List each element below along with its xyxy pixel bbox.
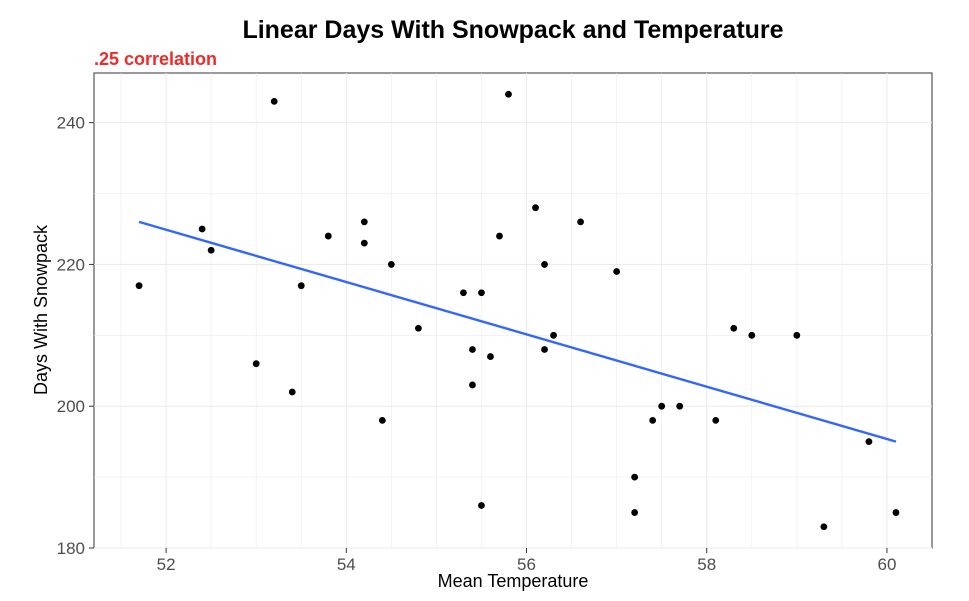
data-point <box>505 90 512 98</box>
data-point <box>550 331 557 339</box>
data-point <box>469 381 476 389</box>
y-axis-title: Days With Snowpack <box>31 224 51 395</box>
data-point <box>288 388 296 396</box>
data-point <box>541 346 548 353</box>
data-point <box>631 509 639 516</box>
y-axis-ticks: 180 200 220 240 <box>57 114 94 558</box>
data-point <box>297 282 305 290</box>
x-tick-label: 54 <box>337 555 356 574</box>
data-point <box>378 416 386 424</box>
data-point <box>496 232 503 240</box>
data-point <box>541 261 548 268</box>
x-tick-label: 52 <box>157 555 176 574</box>
data-point <box>360 239 368 247</box>
data-point <box>658 402 666 410</box>
data-point <box>252 360 260 368</box>
y-tick-label: 180 <box>57 539 85 558</box>
data-point <box>478 289 485 297</box>
x-tick-label: 56 <box>517 555 536 574</box>
data-point <box>270 97 278 105</box>
data-point <box>324 232 332 240</box>
data-point <box>414 324 422 332</box>
x-tick-label: 58 <box>697 555 716 574</box>
data-points <box>135 90 900 531</box>
trendline <box>138 220 897 443</box>
data-point <box>478 502 485 509</box>
data-point <box>207 246 215 254</box>
data-point <box>730 324 738 332</box>
data-point <box>460 289 467 297</box>
data-point <box>820 523 828 531</box>
data-point <box>631 473 639 481</box>
data-point <box>487 353 494 360</box>
data-point <box>135 282 143 290</box>
data-point <box>577 218 584 226</box>
chart-title: Linear Days With Snowpack and Temperatur… <box>242 16 784 44</box>
chart-subtitle: .25 correlation <box>94 49 218 69</box>
trendline-group <box>138 220 897 443</box>
data-point <box>198 225 206 233</box>
y-tick-label: 220 <box>57 255 85 274</box>
data-point <box>712 416 720 424</box>
data-point <box>360 218 368 226</box>
y-tick-label: 200 <box>57 397 85 416</box>
data-point <box>793 331 801 339</box>
data-point <box>748 331 756 339</box>
data-point <box>532 204 539 212</box>
y-tick-label: 240 <box>57 114 85 133</box>
x-tick-label: 60 <box>877 555 896 574</box>
data-point <box>865 438 873 446</box>
plot-panel <box>93 72 933 549</box>
data-point <box>892 509 900 516</box>
grid-lines <box>94 73 932 549</box>
x-axis-title: Mean Temperature <box>438 571 589 591</box>
data-point <box>469 346 476 353</box>
x-axis-ticks: 52 54 56 58 60 <box>157 548 896 574</box>
data-point <box>613 268 621 275</box>
data-point <box>649 416 657 424</box>
data-point <box>676 402 684 410</box>
data-point <box>387 261 395 268</box>
